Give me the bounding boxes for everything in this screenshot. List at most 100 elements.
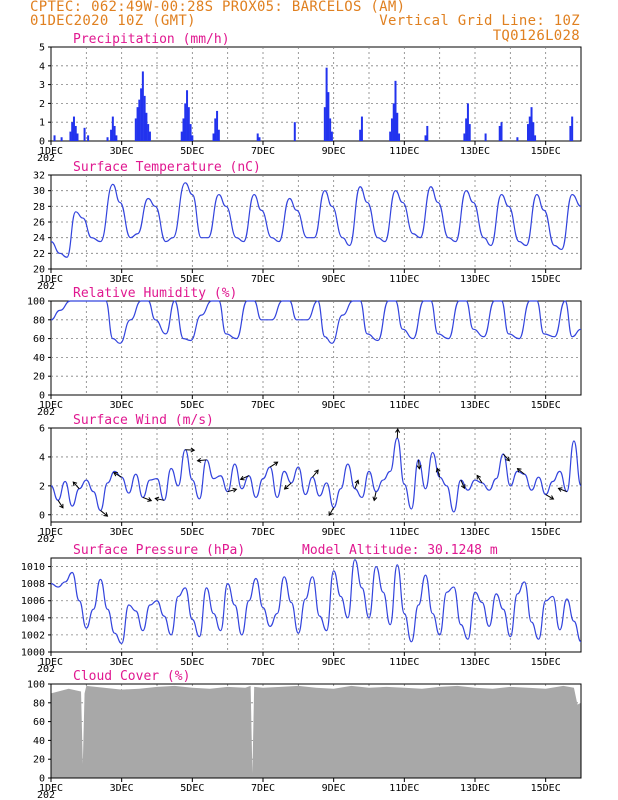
pressure-frame	[50, 557, 582, 653]
precip-bar	[186, 90, 189, 141]
wind-xtick-label: 13DEC	[460, 527, 490, 538]
temp-ytick-label: 26	[33, 218, 45, 229]
wind-arrow-head	[196, 457, 202, 463]
rh-ytick-label: 0	[39, 391, 45, 402]
wind-arrow-head	[239, 475, 245, 481]
precip-bar	[71, 122, 74, 141]
wind-xtick-label: 3DEC	[110, 527, 134, 538]
wind-ytick-label: 2	[39, 481, 45, 492]
wind-xtick-label: 1DEC	[39, 527, 63, 538]
wind-arrow-shaft	[100, 510, 108, 517]
pressure-ytick-label: 1006	[21, 596, 45, 607]
precip-title: Precipitation (mm/h)	[73, 32, 230, 47]
precip-bar	[330, 131, 333, 141]
precip-bar	[141, 71, 144, 141]
precip-bar	[394, 80, 397, 141]
wind-title: Surface Wind (m/s)	[73, 413, 214, 428]
precip-bar	[180, 131, 183, 141]
precip-bar	[182, 118, 185, 141]
precip-bar	[516, 137, 519, 141]
wind-arrow-shaft	[502, 453, 510, 462]
wind-arrow-shaft	[227, 488, 237, 493]
cloud-ytick-label: 100	[27, 680, 45, 691]
rh-ytick-label: 40	[33, 353, 45, 364]
temp-ytick-label: 20	[33, 265, 45, 276]
precip-bar	[189, 124, 192, 141]
pressure-title: Surface Pressure (hPa)	[73, 543, 245, 558]
header-model-code: TQ0126L028	[492, 28, 580, 44]
cloud-xtick-label: 9DEC	[322, 783, 346, 794]
temp-ytick-label: 30	[33, 186, 45, 197]
rh-ytick-label: 20	[33, 372, 45, 383]
cloud-xtick-label: 11DEC	[389, 783, 419, 794]
pressure-ytick-label: 1008	[21, 579, 45, 590]
precip-bar	[187, 107, 190, 141]
pressure-series-line	[50, 559, 582, 645]
temp-xtick-label: 3DEC	[110, 274, 134, 285]
precip-bar	[106, 137, 109, 141]
precip-bar	[426, 125, 429, 141]
wind-arrow-head	[328, 511, 333, 517]
header-grid-note: Vertical Grid Line: 10Z	[379, 13, 580, 29]
wind-arrow-head	[516, 468, 522, 473]
cloud-ytick-label: 40	[33, 736, 45, 747]
wind-arrow-shaft	[72, 481, 80, 490]
wind-arrow-head	[395, 428, 401, 433]
rh-xtick-label: 7DEC	[251, 400, 275, 411]
precip-frame	[50, 46, 582, 142]
precip-bar	[424, 135, 427, 141]
cloud-ytick-label: 0	[39, 774, 45, 785]
wind-xtick-label: 11DEC	[389, 527, 419, 538]
rh-xtick-label: 13DEC	[460, 400, 490, 411]
wind-series-line	[50, 437, 582, 513]
cloud-xtick-label: 3DEC	[110, 783, 134, 794]
precip-bar	[145, 112, 148, 141]
precip-bar	[74, 125, 77, 141]
precip-bar	[184, 103, 187, 141]
rh-ytick-label: 60	[33, 334, 45, 345]
rh-xtick-label: 11DEC	[389, 400, 419, 411]
wind-arrow-shaft	[517, 468, 525, 475]
rh-xtick-label: 1DEC	[39, 400, 63, 411]
wind-arrow-head	[232, 487, 238, 493]
wind-arrow-shaft	[476, 475, 483, 484]
precip-xtick-label: 7DEC	[251, 146, 275, 157]
cloud-xtick-label: 13DEC	[460, 783, 490, 794]
precip-xtick-label: 9DEC	[322, 146, 346, 157]
precip-bar	[69, 131, 72, 141]
cloud-ytick-label: 80	[33, 698, 45, 709]
rh-year-marker: 202	[37, 407, 55, 418]
wind-arrow-head	[113, 472, 118, 477]
wind-xtick-label: 5DEC	[180, 527, 204, 538]
precip-bar	[323, 107, 326, 141]
precip-bar	[140, 88, 143, 141]
wind-xtick-label: 15DEC	[531, 527, 561, 538]
rh-series-line	[50, 300, 582, 344]
precip-bar	[83, 127, 86, 141]
precip-bar	[498, 125, 501, 141]
temp-xtick-label: 1DEC	[39, 274, 63, 285]
temp-xtick-label: 7DEC	[251, 274, 275, 285]
precip-bar	[216, 110, 219, 141]
precip-bar	[528, 116, 531, 141]
wind-arrow-head	[72, 481, 78, 487]
cloud-ytick-label: 20	[33, 755, 45, 766]
rh-xtick-label: 15DEC	[531, 400, 561, 411]
pressure-xtick-label: 9DEC	[322, 657, 346, 668]
header-line1: CPTEC: 062:49W-00:28S PROX05: BARCELOS (…	[30, 0, 406, 15]
precip-ytick-label: 5	[39, 43, 45, 54]
precip-ytick-label: 4	[39, 61, 45, 72]
precip-bar	[466, 103, 469, 141]
precip-xtick-label: 3DEC	[110, 146, 134, 157]
cloud-xtick-label: 1DEC	[39, 783, 63, 794]
header-date: 01DEC2020 10Z (GMT)	[30, 13, 196, 29]
wind-arrow-shaft	[240, 475, 250, 480]
wind-arrow-shaft	[284, 482, 292, 490]
wind-arrow-shaft	[197, 459, 207, 462]
wind-arrow-head	[354, 479, 360, 485]
precip-bar	[111, 116, 114, 141]
rh-ytick-label: 80	[33, 315, 45, 326]
precip-bar	[147, 124, 150, 141]
precip-bar	[134, 118, 137, 141]
